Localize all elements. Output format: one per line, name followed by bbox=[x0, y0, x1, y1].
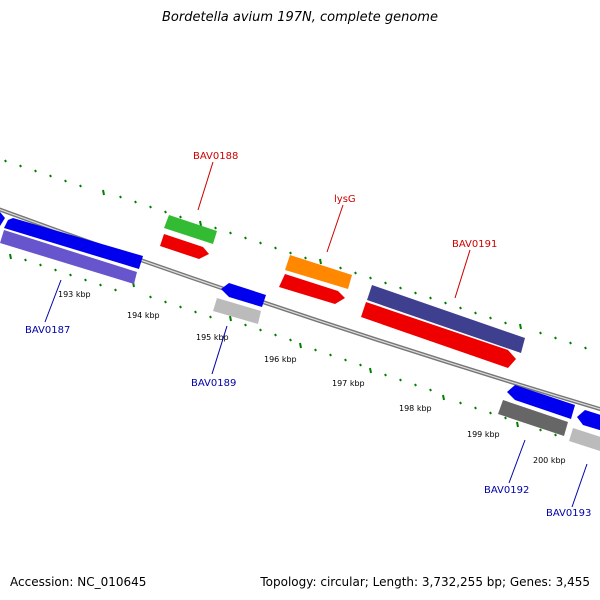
gene-label-bav0189[interactable]: BAV0189 bbox=[191, 378, 236, 389]
gene-label-bav0191[interactable]: BAV0191 bbox=[452, 239, 497, 250]
label-leaders bbox=[44, 161, 588, 508]
gene-bav0193-feature[interactable] bbox=[569, 410, 600, 453]
outer-tick-track bbox=[4, 159, 587, 350]
tick-label-198: 198 kbp bbox=[399, 404, 432, 413]
tick-label-196: 196 kbp bbox=[264, 355, 297, 364]
topology-summary: Topology: circular; Length: 3,732,255 bp… bbox=[260, 575, 590, 589]
tick-label-200: 200 kbp bbox=[533, 456, 566, 465]
tick-label-197: 197 kbp bbox=[332, 379, 365, 388]
tick-label-193: 193 kbp bbox=[58, 290, 91, 299]
gene-bav0188-feature[interactable] bbox=[160, 215, 217, 259]
accession-text: Accession: NC_010645 bbox=[10, 575, 147, 589]
gene-bav0191-feature[interactable] bbox=[361, 285, 525, 368]
gene-bav0192-feature[interactable] bbox=[498, 385, 575, 436]
gene-bav0187-feature[interactable] bbox=[0, 212, 143, 284]
gene-label-bav0192[interactable]: BAV0192 bbox=[484, 485, 529, 496]
gene-label-lysg[interactable]: lysG bbox=[334, 194, 356, 205]
map-title: Bordetella avium 197N, complete genome bbox=[162, 10, 438, 25]
tick-label-199: 199 kbp bbox=[467, 430, 500, 439]
tick-label-195: 195 kbp bbox=[196, 333, 229, 342]
tick-label-194: 194 kbp bbox=[127, 311, 160, 320]
gene-label-bav0188[interactable]: BAV0188 bbox=[193, 151, 238, 162]
gene-lysg-feature[interactable] bbox=[279, 255, 352, 304]
inner-tick-track bbox=[9, 253, 557, 437]
gene-bav0189-feature[interactable] bbox=[213, 283, 266, 324]
gene-label-bav0187[interactable]: BAV0187 bbox=[25, 325, 70, 336]
gene-label-bav0193[interactable]: BAV0193 bbox=[546, 508, 591, 519]
backbone bbox=[0, 207, 600, 412]
